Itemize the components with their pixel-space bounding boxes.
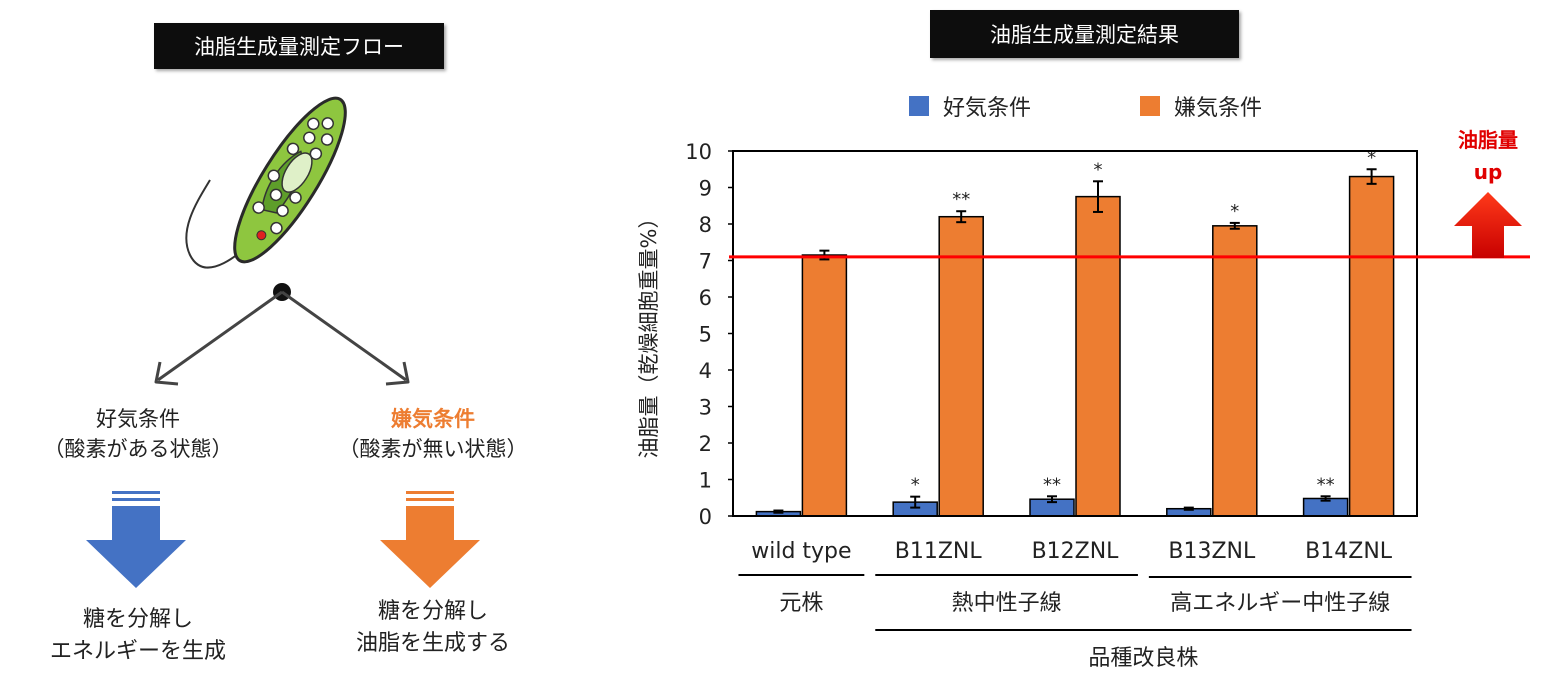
significance-mark: * [1094, 159, 1103, 180]
x-tick-label: B11ZNL [895, 539, 983, 564]
group-label: 熱中性子線 [952, 591, 1062, 616]
bar-anaerobic [1075, 195, 1121, 517]
aerobic-result-line1: 糖を分解し [82, 607, 193, 632]
x-tick-label: B13ZNL [1168, 539, 1256, 564]
x-tick-label: B12ZNL [1032, 539, 1120, 564]
y-tick-label: 4 [699, 359, 712, 383]
aerobic-arrow-icon [86, 491, 186, 588]
flow-diagram [86, 96, 480, 588]
arrow-right-head [385, 361, 410, 386]
y-tick-label: 7 [699, 250, 712, 274]
group-label: 元株 [779, 591, 823, 616]
flow-title: 油脂生成量測定フロー [154, 23, 444, 69]
oil-up-label-2: up [1474, 160, 1503, 184]
significance-mark: * [911, 475, 920, 496]
group-label: 高エネルギー中性子線 [1170, 591, 1390, 616]
plot-frame [732, 150, 1418, 517]
y-axis: 0 1 2 3 4 5 6 7 8 9 10 [685, 140, 733, 529]
bar-anaerobic [1348, 175, 1395, 517]
y-tick-label: 5 [699, 323, 712, 347]
anaerobic-result-line1: 糖を分解し [377, 599, 488, 624]
x-tick-label: wild type [751, 539, 851, 564]
anaerobic-arrow-icon [380, 491, 480, 588]
aerobic-result-line2: エネルギーを生成 [49, 639, 226, 664]
y-tick-label: 9 [699, 177, 712, 201]
anaerobic-title: 嫌気条件 [391, 407, 475, 431]
y-tick-label: 3 [699, 396, 712, 420]
legend-label: 嫌気条件 [1174, 96, 1262, 121]
anaerobic-result: 糖を分解し 油脂を生成する [303, 596, 563, 660]
aerobic-title: 好気条件 [96, 407, 180, 431]
significance-mark: * [1230, 201, 1239, 222]
oil-up-arrow-icon [1454, 192, 1522, 258]
y-tick-label: 1 [699, 469, 712, 493]
significance-mark: * [1367, 147, 1376, 168]
bar-anaerobic [938, 215, 984, 517]
aerobic-desc: （酸素がある状態） [43, 437, 233, 461]
arrow-left-head [154, 361, 179, 386]
supergroup-label: 品種改良株 [1088, 646, 1198, 671]
significance-mark: ** [1317, 474, 1335, 495]
y-tick-label: 0 [699, 505, 712, 529]
anaerobic-condition: 嫌気条件 （酸素が無い状態） [303, 404, 563, 464]
bar-anaerobic [1212, 225, 1258, 517]
results-title: 油脂生成量測定結果 [930, 10, 1239, 58]
aerobic-result: 糖を分解し エネルギーを生成 [8, 604, 268, 668]
y-tick-label: 6 [699, 286, 712, 310]
legend-swatch [909, 96, 929, 116]
x-axis: wild type B11ZNL B12ZNL B13ZNL B14ZNL [751, 539, 1393, 564]
oil-up-label-1: 油脂量 [1458, 128, 1518, 152]
bar-anaerobic [801, 254, 848, 517]
legend-swatch [1140, 96, 1160, 116]
euglena-cell-icon [233, 96, 347, 264]
y-tick-label: 8 [699, 213, 712, 237]
y-axis-label: 油脂量（乾燥細胞重量%） [637, 208, 661, 459]
chart-legend: 好気条件 嫌気条件 [909, 96, 1262, 121]
significance-mark: ** [1043, 474, 1061, 495]
bars: ********** [755, 147, 1395, 517]
aerobic-condition: 好気条件 （酸素がある状態） [8, 404, 268, 464]
y-tick-label: 2 [699, 432, 712, 456]
significance-mark: ** [952, 189, 970, 210]
x-tick-label: B14ZNL [1305, 539, 1393, 564]
legend-label: 好気条件 [943, 96, 1031, 121]
anaerobic-desc: （酸素が無い状態） [338, 437, 528, 461]
y-tick-label: 10 [685, 140, 712, 164]
anaerobic-result-line2: 油脂を生成する [355, 631, 510, 656]
